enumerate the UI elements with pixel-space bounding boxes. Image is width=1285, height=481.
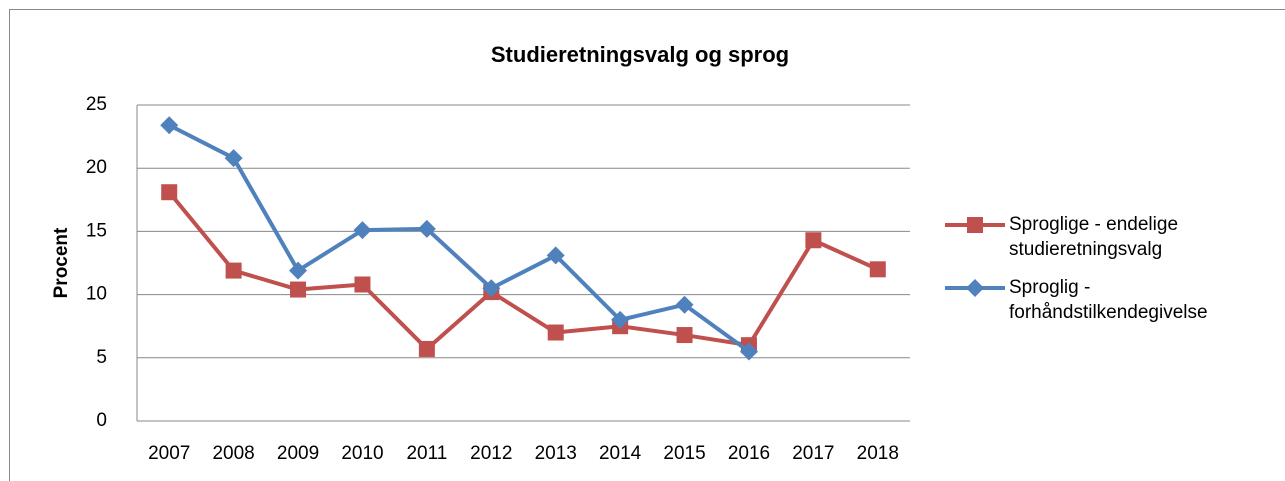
- legend-label: Sproglig - forhåndstilkendegivelse: [1009, 277, 1208, 323]
- data-point: [353, 221, 372, 240]
- x-tick-label: 2016: [728, 443, 770, 464]
- y-tick-label: 0: [96, 410, 107, 431]
- data-point: [482, 279, 501, 298]
- data-point: [225, 262, 242, 279]
- legend-marker: [967, 217, 983, 233]
- chart-border: [9, 9, 1285, 481]
- data-point: [161, 184, 178, 201]
- data-point: [417, 219, 436, 238]
- y-tick-label: 20: [86, 157, 107, 178]
- chart-title: Studieretningsvalg og sprog: [491, 42, 789, 67]
- legend-item: Sproglig - forhåndstilkendegivelse: [945, 275, 1269, 325]
- x-tick-label: 2011: [406, 443, 447, 464]
- y-tick-label: 5: [96, 347, 107, 368]
- x-tick-label: 2015: [663, 443, 705, 464]
- x-tick-label: 2013: [535, 443, 577, 464]
- data-point: [289, 261, 308, 280]
- data-point: [675, 295, 694, 314]
- data-point: [224, 149, 243, 168]
- y-tick-label: 10: [86, 284, 107, 305]
- data-point: [354, 276, 371, 293]
- y-tick-label: 25: [86, 94, 107, 115]
- data-point: [290, 281, 307, 298]
- data-point: [418, 340, 435, 357]
- data-point: [676, 327, 693, 344]
- data-point: [869, 261, 886, 278]
- y-axis-label: Procent: [51, 227, 72, 298]
- data-point: [547, 324, 564, 341]
- y-tick-label: 15: [86, 220, 107, 241]
- x-tick-label: 2009: [277, 443, 319, 464]
- x-tick-label: 2010: [341, 443, 383, 464]
- data-point: [739, 342, 758, 361]
- data-point: [805, 232, 822, 249]
- x-tick-label: 2012: [470, 443, 512, 464]
- legend-swatch: [945, 217, 1005, 233]
- x-tick-label: 2007: [148, 443, 190, 464]
- x-tick-label: 2008: [212, 443, 254, 464]
- x-tick-label: 2017: [792, 443, 834, 464]
- legend-label: Sproglige - endelige studieretningsvalg: [1009, 214, 1179, 260]
- legend-item: Sproglige - endelige studieretningsvalg: [945, 212, 1269, 262]
- series-line: [168, 123, 751, 354]
- data-point: [546, 246, 565, 265]
- series-line: [167, 190, 879, 351]
- legend-marker: [966, 279, 984, 297]
- x-tick-label: 2014: [599, 443, 642, 464]
- data-point: [611, 310, 630, 329]
- legend-swatch: [945, 279, 1005, 297]
- x-tick-label: 2018: [857, 443, 899, 464]
- data-point: [160, 116, 179, 135]
